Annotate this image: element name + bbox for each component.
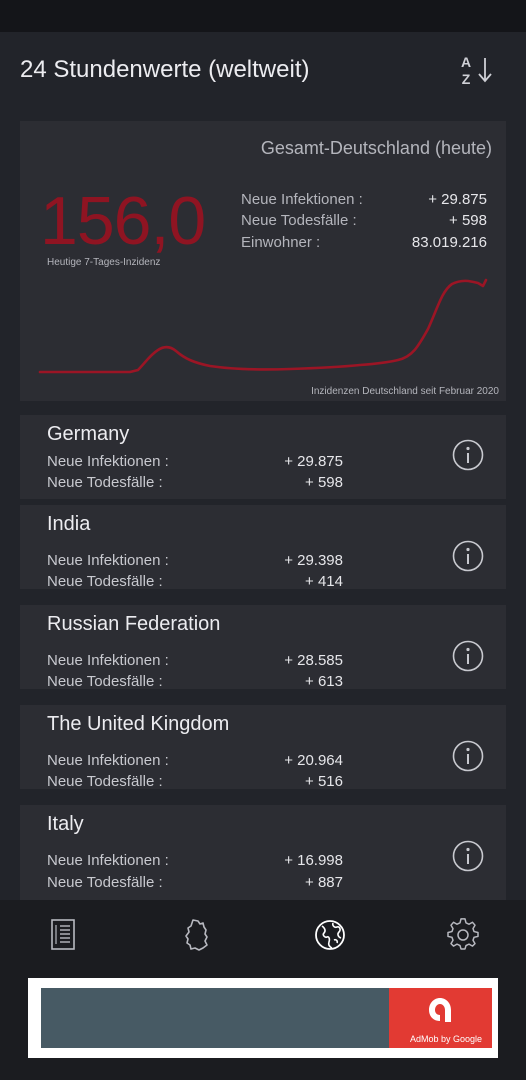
country-card-india[interactable]: India Neue Infektionen : + 29.398 Neue T…: [20, 505, 506, 590]
stat-value: 83.019.216: [411, 234, 487, 251]
infections-line: Neue Infektionen : + 20.964: [47, 752, 343, 769]
sort-a-letter: A: [460, 54, 472, 70]
stat-value: + 29.875: [428, 191, 487, 208]
sort-az-arrow-icon: [478, 58, 492, 83]
stat-label: Neue Todesfälle :: [241, 212, 357, 229]
admob-logo-icon: [429, 998, 451, 1022]
bottom-navigation: [0, 900, 526, 978]
deaths-line: Neue Todesfälle : + 598: [47, 474, 343, 491]
info-icon[interactable]: [452, 540, 484, 572]
country-name: Germany: [47, 423, 130, 445]
infections-label: Neue Infektionen :: [47, 453, 169, 470]
deaths-line: Neue Todesfälle : + 516: [47, 773, 343, 790]
stat-new-infections: Neue Infektionen : + 29.875: [241, 191, 487, 211]
deaths-value: + 887: [305, 874, 343, 891]
deaths-line: Neue Todesfälle : + 613: [47, 673, 343, 690]
deaths-label: Neue Todesfälle :: [47, 874, 163, 891]
deaths-label: Neue Todesfälle :: [47, 474, 163, 491]
ad-banner[interactable]: AdMob by Google: [28, 978, 498, 1058]
stat-population: Einwohner : 83.019.216: [241, 234, 487, 254]
stat-label: Neue Infektionen :: [241, 191, 363, 208]
deaths-label: Neue Todesfälle :: [47, 573, 163, 590]
germany-map-icon[interactable]: [181, 918, 213, 952]
infections-label: Neue Infektionen :: [47, 752, 169, 769]
deaths-line: Neue Todesfälle : + 887: [47, 874, 343, 891]
info-icon[interactable]: [452, 740, 484, 772]
germany-summary-card: Gesamt-Deutschland (heute) 156,0 Heutige…: [20, 121, 506, 401]
deaths-value: + 613: [305, 673, 343, 690]
globe-icon[interactable]: [314, 918, 346, 952]
infections-value: + 16.998: [284, 852, 343, 869]
country-card-russia[interactable]: Russian Federation Neue Infektionen : + …: [20, 605, 506, 690]
infections-line: Neue Infektionen : + 29.398: [47, 552, 343, 569]
infections-value: + 28.585: [284, 652, 343, 669]
country-card-italy[interactable]: Italy Neue Infektionen : + 16.998 Neue T…: [20, 805, 506, 900]
deaths-label: Neue Todesfälle :: [47, 773, 163, 790]
country-card-united-kingdom[interactable]: The United Kingdom Neue Infektionen : + …: [20, 705, 506, 790]
deaths-value: + 516: [305, 773, 343, 790]
stat-label: Einwohner :: [241, 234, 321, 251]
incidence-line: [38, 278, 488, 374]
gear-icon[interactable]: [447, 918, 479, 952]
country-name: India: [47, 513, 91, 535]
infections-label: Neue Infektionen :: [47, 552, 169, 569]
incidence-value: 156,0: [40, 183, 206, 259]
country-name: The United Kingdom: [47, 713, 230, 735]
deaths-value: + 414: [305, 573, 343, 590]
deaths-line: Neue Todesfälle : + 414: [47, 573, 343, 590]
infections-value: + 29.398: [284, 552, 343, 569]
infections-line: Neue Infektionen : + 16.998: [47, 852, 343, 869]
country-card-germany[interactable]: Germany Neue Infektionen : + 29.875 Neue…: [20, 415, 506, 499]
ad-image: [41, 988, 389, 1048]
deaths-value: + 598: [305, 474, 343, 491]
admob-badge: AdMob by Google: [409, 1034, 482, 1044]
status-bar: [0, 0, 526, 32]
infections-label: Neue Infektionen :: [47, 852, 169, 869]
document-list-icon[interactable]: [48, 918, 80, 952]
summary-title: Gesamt-Deutschland (heute): [260, 138, 492, 158]
incidence-caption: Heutige 7-Tages-Inzidenz: [47, 257, 161, 268]
stat-value: + 598: [449, 212, 487, 229]
infections-label: Neue Infektionen :: [47, 652, 169, 669]
deaths-label: Neue Todesfälle :: [47, 673, 163, 690]
infections-line: Neue Infektionen : + 28.585: [47, 652, 343, 669]
info-icon[interactable]: [452, 640, 484, 672]
chart-caption: Inzidenzen Deutschland seit Februar 2020: [311, 386, 499, 397]
stat-new-deaths: Neue Todesfälle : + 598: [241, 212, 487, 232]
info-icon[interactable]: [452, 840, 484, 872]
infections-value: + 29.875: [284, 453, 343, 470]
info-icon[interactable]: [452, 439, 484, 471]
page-title: 24 Stundenwerte (weltweit): [20, 56, 310, 83]
sort-z-letter: Z: [461, 71, 471, 87]
system-nav-area: [0, 1058, 526, 1080]
country-name: Italy: [47, 813, 84, 835]
country-name: Russian Federation: [47, 613, 221, 635]
infections-value: + 20.964: [284, 752, 343, 769]
admob-panel: AdMob by Google: [389, 988, 492, 1048]
infections-line: Neue Infektionen : + 29.875: [47, 453, 343, 470]
incidence-chart: [38, 278, 488, 374]
